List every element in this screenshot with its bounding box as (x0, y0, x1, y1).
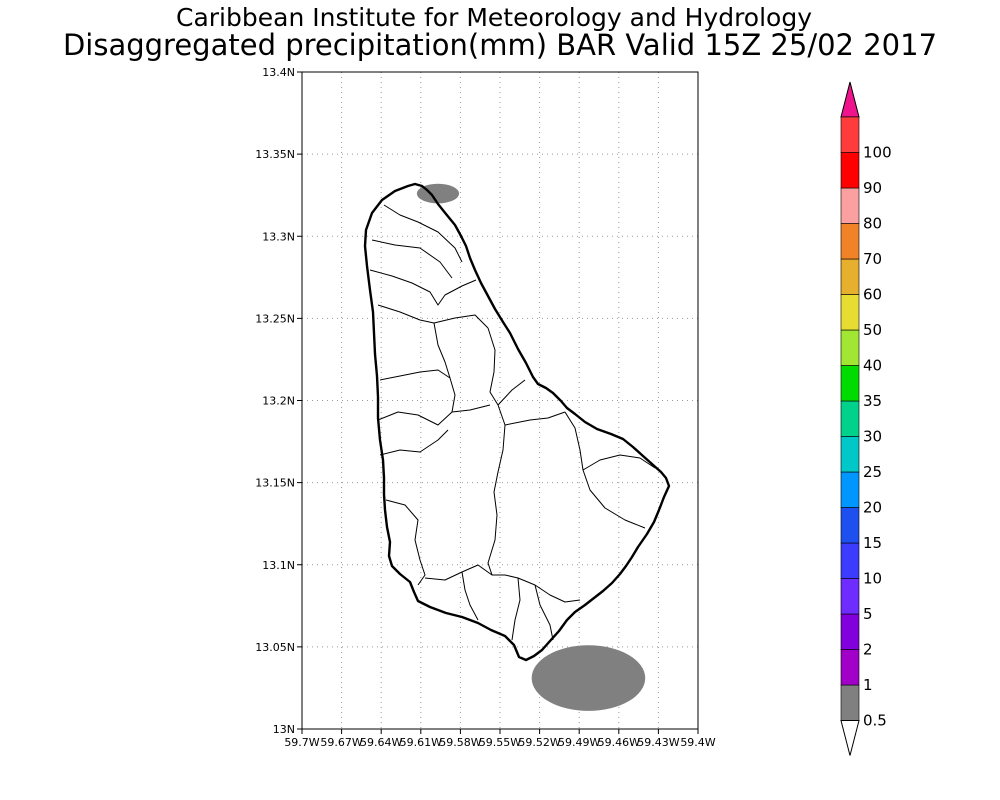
precip-area (416, 183, 460, 204)
legend-swatch (840, 542, 860, 579)
legend-label: 80 (863, 215, 882, 233)
legend-swatch (840, 258, 860, 295)
legend-label: 30 (863, 428, 882, 446)
lon-tick-label: 59.4W (680, 736, 715, 749)
legend-label: 25 (863, 463, 882, 481)
legend-label: 1 (863, 676, 873, 694)
lat-tick-label: 13N (273, 723, 295, 736)
lat-tick-label: 13.4N (262, 66, 295, 79)
legend-label: 35 (863, 392, 882, 410)
legend-label: 15 (863, 534, 882, 552)
axis-labels: 13.4N 13.35N 13.3N 13.25N 13.2N 13.15N 13.1N 13… (255, 66, 716, 749)
legend-swatch (840, 365, 860, 402)
legend-swatch (840, 152, 860, 189)
legend-swatch (840, 684, 860, 721)
lat-tick-label: 13.3N (262, 230, 295, 243)
legend-label: 90 (863, 179, 882, 197)
lat-tick-label: 13.2N (262, 395, 295, 408)
lon-tick-label: 59.52W (518, 736, 560, 749)
legend-label: 60 (863, 286, 882, 304)
map-frame (301, 71, 699, 730)
lon-tick-label: 59.43W (637, 736, 679, 749)
legend-swatch (840, 578, 860, 615)
legend-swatch (840, 649, 860, 686)
coastline (363, 182, 671, 662)
legend-top-arrow (840, 81, 860, 118)
lon-tick-label: 59.7W (284, 736, 319, 749)
precipitation-layer (416, 183, 646, 711)
legend-swatch (840, 294, 860, 331)
legend-swatch (840, 329, 860, 366)
legend-label: 2 (863, 641, 873, 659)
chart-title: Caribbean Institute for Meteorology and … (176, 3, 812, 32)
lon-tick-label: 59.49W (558, 736, 600, 749)
lat-tick-label: 13.35N (255, 148, 295, 161)
lat-tick-label: 13.25N (255, 312, 295, 325)
lon-tick-label: 59.46W (598, 736, 640, 749)
legend-swatch (840, 436, 860, 473)
island-barbados (363, 182, 671, 662)
legend-label: 20 (863, 499, 882, 517)
graticule (302, 72, 698, 729)
catchment-boundaries (369, 204, 656, 641)
legend-label: 50 (863, 321, 882, 339)
legend-bottom-arrow (840, 720, 860, 756)
lon-tick-label: 59.58W (439, 736, 481, 749)
lon-tick-label: 59.64W (360, 736, 402, 749)
legend-swatch (840, 471, 860, 508)
legend-label: 5 (863, 605, 873, 623)
lat-tick-label: 13.05N (255, 641, 295, 654)
legend-swatch (840, 187, 860, 224)
legend-label: 70 (863, 250, 882, 268)
legend-swatch (840, 507, 860, 544)
legend-swatch (840, 223, 860, 260)
lon-tick-label: 59.61W (400, 736, 442, 749)
legend-swatch (840, 400, 860, 437)
lon-tick-label: 59.55W (479, 736, 521, 749)
legend-label: 10 (863, 570, 882, 588)
legend-label: 40 (863, 357, 882, 375)
chart-subtitle: Disaggregated precipitation(mm) BAR Vali… (62, 28, 938, 62)
legend-label: 0.5 (863, 712, 887, 730)
lon-tick-label: 59.67W (320, 736, 362, 749)
legend-swatch (840, 613, 860, 650)
precip-area (531, 645, 646, 711)
lat-tick-label: 13.1N (262, 559, 295, 572)
legend-swatch (840, 116, 860, 153)
legend-label: 100 (863, 144, 892, 162)
lat-tick-label: 13.15N (255, 477, 295, 490)
